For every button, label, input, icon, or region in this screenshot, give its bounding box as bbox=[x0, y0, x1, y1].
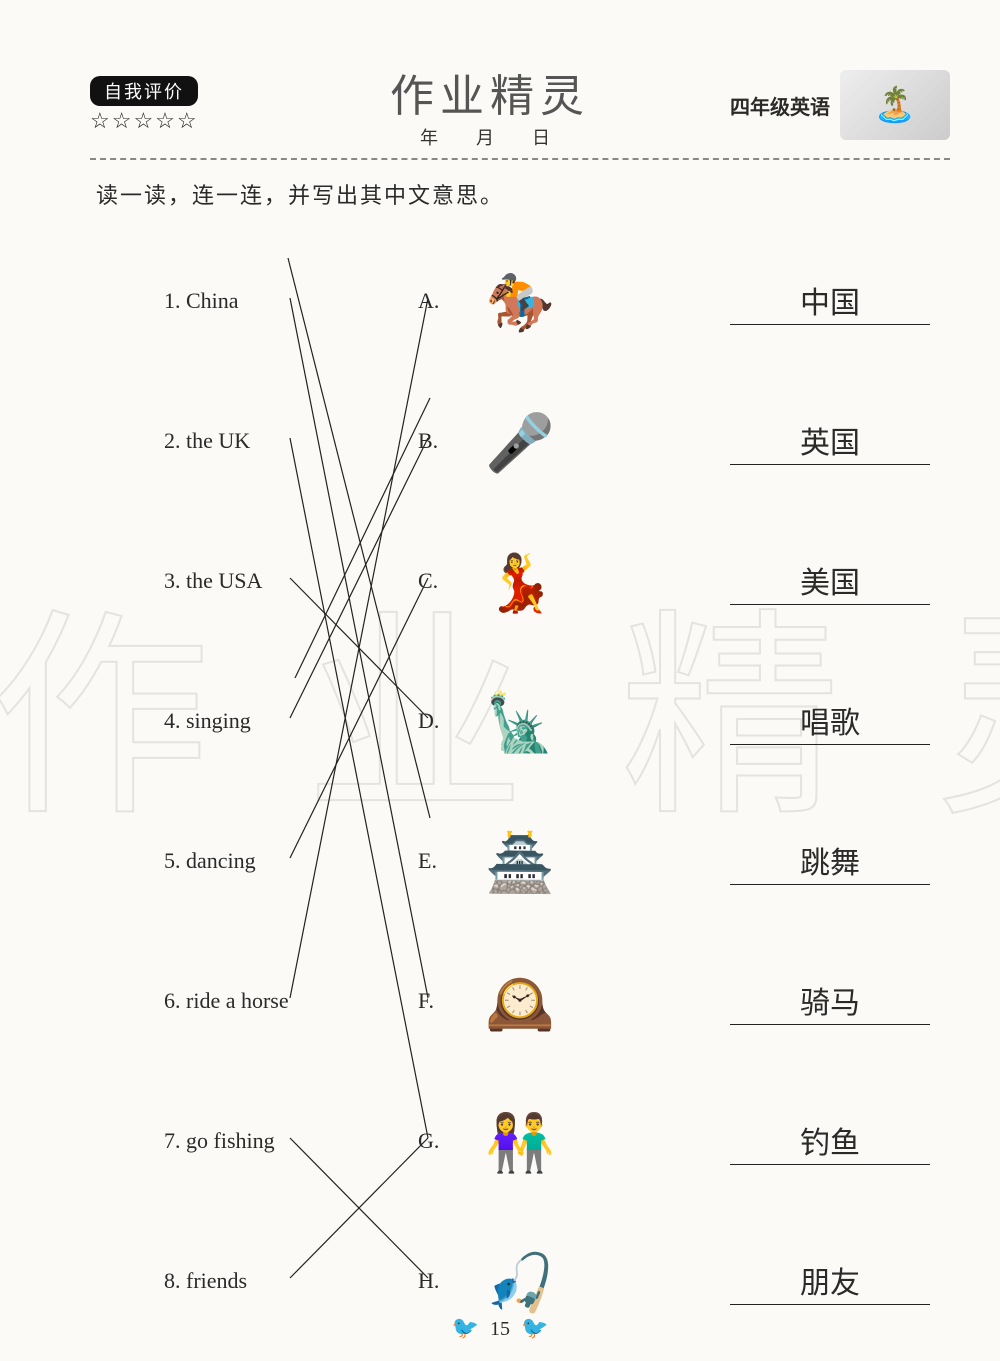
bird-icon: 🐦 bbox=[452, 1315, 479, 1340]
picture-icon: 🗽 bbox=[450, 668, 590, 778]
english-word: 4. singing bbox=[164, 708, 251, 734]
grade-label: 四年级英语 bbox=[730, 91, 830, 120]
english-word: 3. the USA bbox=[164, 568, 262, 594]
picture-letter: F. bbox=[418, 988, 434, 1014]
english-word: 8. friends bbox=[164, 1268, 247, 1294]
chinese-answer: 跳舞 bbox=[730, 838, 930, 885]
chinese-answer: 唱歌 bbox=[730, 698, 930, 745]
chinese-answer: 钓鱼 bbox=[730, 1118, 930, 1165]
picture-icon: 👫 bbox=[450, 1088, 590, 1198]
picture-icon: 🎤 bbox=[450, 388, 590, 498]
picture-letter: A. bbox=[418, 288, 439, 314]
date-line: 年 月 日 bbox=[250, 124, 730, 150]
chinese-answer: 美国 bbox=[730, 558, 930, 605]
picture-letter: G. bbox=[418, 1128, 439, 1154]
english-word: 2. the UK bbox=[164, 428, 250, 454]
corner-illustration: 🏝️ bbox=[840, 70, 950, 140]
worksheet-page: 作 业 精 灵 自我评价 ☆☆☆☆☆ 作业精灵 年 月 日 四年级英语 🏝️ 读… bbox=[0, 0, 1000, 1361]
chinese-answer: 英国 bbox=[730, 418, 930, 465]
self-evaluation-badge: 自我评价 bbox=[90, 76, 198, 106]
picture-letter: C. bbox=[418, 568, 438, 594]
english-word: 1. China bbox=[164, 288, 239, 314]
english-word: 6. ride a horse bbox=[164, 988, 289, 1014]
picture-letter: D. bbox=[418, 708, 439, 734]
page-header: 自我评价 ☆☆☆☆☆ 作业精灵 年 月 日 四年级英语 🏝️ bbox=[90, 60, 950, 160]
matching-exercise: 1. China A. 🏇 中国 2. the UK B. 🎤 英国 3. the USA C. 💃… bbox=[90, 228, 950, 1298]
english-word: 7. go fishing bbox=[164, 1128, 275, 1154]
chinese-answer: 骑马 bbox=[730, 978, 930, 1025]
picture-icon: 💃 bbox=[450, 528, 590, 638]
picture-letter: H. bbox=[418, 1268, 439, 1294]
chinese-answer: 中国 bbox=[730, 278, 930, 325]
chinese-answer: 朋友 bbox=[730, 1258, 930, 1305]
english-word: 5. dancing bbox=[164, 848, 256, 874]
picture-letter: E. bbox=[418, 848, 437, 874]
page-footer: 🐦 15 🐦 bbox=[0, 1315, 1000, 1341]
exercise-instruction: 读一读，连一连，并写出其中文意思。 bbox=[96, 178, 950, 210]
rating-stars: ☆☆☆☆☆ bbox=[90, 108, 250, 134]
self-evaluation-block: 自我评价 ☆☆☆☆☆ bbox=[90, 76, 250, 134]
page-number: 15 bbox=[490, 1318, 510, 1340]
picture-icon: 🏯 bbox=[450, 808, 590, 918]
center-title-block: 作业精灵 年 月 日 bbox=[250, 60, 730, 150]
grade-block: 四年级英语 🏝️ bbox=[730, 70, 950, 140]
bird-icon: 🐦 bbox=[521, 1315, 548, 1340]
picture-letter: B. bbox=[418, 428, 438, 454]
picture-icon: 🏇 bbox=[450, 248, 590, 358]
workbook-title: 作业精灵 bbox=[250, 60, 730, 124]
picture-icon: 🕰️ bbox=[450, 948, 590, 1058]
